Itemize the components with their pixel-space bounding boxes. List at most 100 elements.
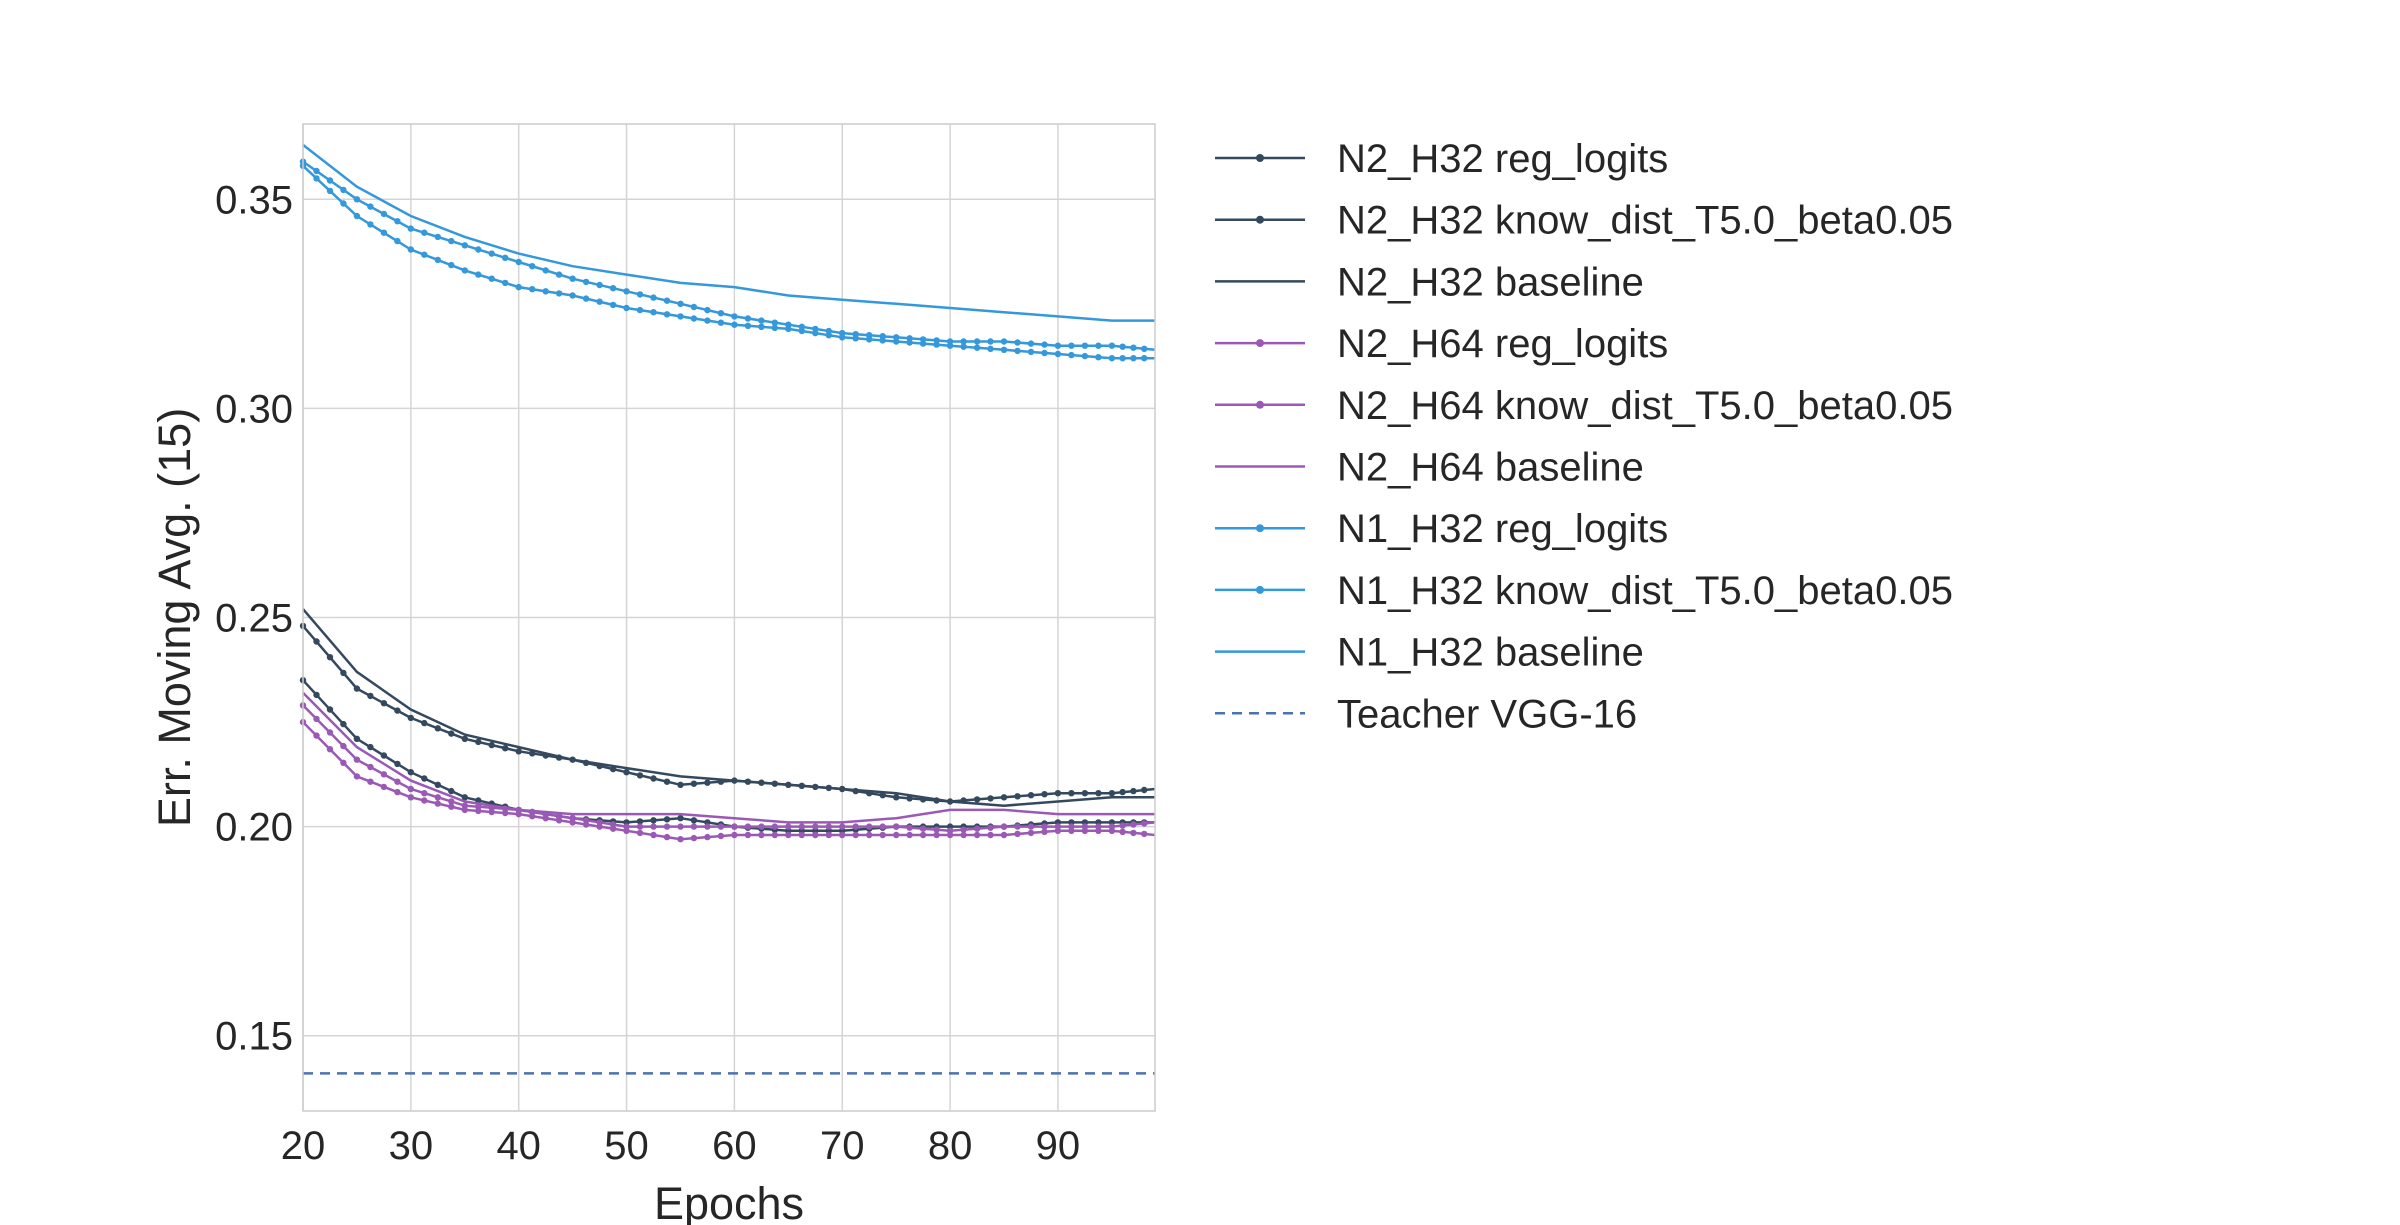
legend-label: N2_H32 baseline: [1337, 260, 1644, 304]
series-marker: [636, 818, 644, 825]
series-marker: [313, 638, 320, 645]
series-marker: [1095, 790, 1102, 797]
series-marker: [367, 203, 374, 210]
series-marker: [946, 342, 954, 349]
series-marker: [596, 823, 603, 830]
series-marker: [704, 306, 711, 314]
series-marker: [771, 831, 778, 839]
series-marker: [326, 177, 334, 184]
y-tick-label: 0.30: [215, 387, 293, 431]
series-marker: [313, 732, 320, 739]
series-line: [302, 679, 1155, 833]
series-marker: [394, 237, 401, 245]
series-marker: [340, 759, 347, 766]
series-marker: [596, 281, 603, 289]
series-marker: [677, 313, 684, 320]
series-marker: [744, 831, 752, 839]
series-marker: [650, 309, 657, 316]
series-marker: [1108, 790, 1116, 797]
series-marker: [960, 831, 967, 839]
series-marker: [717, 319, 725, 326]
series-marker: [407, 769, 414, 776]
series-marker: [515, 748, 522, 755]
series-marker: [1041, 791, 1048, 798]
series-marker: [313, 691, 320, 699]
series-marker: [353, 773, 361, 780]
series-marker: [394, 760, 401, 768]
x-tick-label: 90: [1036, 1124, 1081, 1168]
series-n2-h64-baseline: [302, 691, 1155, 824]
series-marker: [1119, 355, 1126, 362]
series-marker: [1014, 793, 1021, 800]
series-marker: [690, 303, 698, 311]
legend-label: N2_H64 baseline: [1337, 446, 1644, 490]
series-marker: [704, 833, 711, 841]
series-marker: [407, 714, 414, 722]
series-marker: [313, 715, 320, 723]
series-marker: [866, 831, 873, 839]
series-n1-h32-reg-logits: [299, 158, 1156, 352]
series-marker: [326, 654, 334, 661]
series-marker: [529, 286, 536, 293]
series-marker: [717, 823, 725, 830]
series-marker: [434, 256, 441, 264]
series-marker: [367, 763, 374, 771]
series-marker: [1119, 788, 1126, 796]
series-marker: [515, 258, 522, 266]
series-marker: [461, 267, 468, 274]
series-marker: [1041, 349, 1048, 357]
series-marker: [394, 778, 401, 785]
grid-lines: [302, 124, 1155, 1111]
legend-label: N1_H32 know_dist_T5.0_beta0.05: [1337, 569, 1953, 613]
series-n1-h32-baseline: [302, 143, 1155, 322]
series-marker: [434, 794, 441, 801]
series-marker: [825, 332, 832, 339]
series-marker: [812, 831, 819, 839]
series-line: [302, 625, 1156, 803]
series-marker: [771, 823, 778, 830]
series-marker: [879, 792, 886, 799]
series-marker: [313, 175, 320, 182]
tick-labels: 20 30 40 50 60 70 80 90 0.15 0.20 0.25 0.30 0.35: [215, 178, 1080, 1168]
legend-entry: N2_H32 reg_logits: [1215, 137, 1668, 181]
series-marker: [1054, 827, 1062, 834]
legend-entry: N2_H32 know_dist_T5.0_beta0.05: [1215, 199, 1953, 243]
series-marker: [650, 775, 657, 782]
series-marker: [582, 295, 590, 302]
series-marker: [623, 769, 630, 776]
series-marker: [758, 823, 765, 830]
series-marker: [906, 795, 913, 802]
legend-entry: N1_H32 reg_logits: [1215, 507, 1668, 551]
legend-entry: N1_H32 know_dist_T5.0_beta0.05: [1215, 569, 1953, 613]
series-marker: [663, 833, 671, 841]
series-marker: [434, 233, 441, 241]
series-marker: [677, 836, 684, 843]
series-marker: [569, 292, 576, 299]
x-tick-label: 80: [928, 1124, 973, 1168]
series-marker: [1000, 346, 1008, 353]
series-marker: [771, 324, 778, 332]
series-marker: [1041, 823, 1048, 830]
series-marker: [340, 186, 347, 194]
series-marker: [731, 321, 738, 328]
series-marker: [812, 329, 819, 337]
series-marker: [380, 783, 388, 791]
series-marker: [380, 210, 388, 218]
series-marker: [758, 317, 765, 324]
series-marker: [785, 325, 792, 333]
series-marker: [340, 720, 347, 728]
legend-entry: N2_H64 baseline: [1215, 446, 1644, 490]
series-marker: [1095, 354, 1102, 361]
series-marker: [839, 823, 846, 830]
series-marker: [690, 817, 698, 824]
x-axis-label: Epochs: [654, 1178, 804, 1225]
series-marker: [690, 823, 698, 830]
series-marker: [663, 816, 671, 823]
series-line: [302, 143, 1155, 322]
legend-label: N2_H64 reg_logits: [1337, 322, 1668, 366]
series-marker: [1141, 830, 1148, 838]
series-marker: [502, 254, 509, 261]
series-marker: [421, 229, 428, 236]
legend-label: N2_H32 know_dist_T5.0_beta0.05: [1337, 199, 1953, 243]
series-marker: [434, 725, 441, 732]
